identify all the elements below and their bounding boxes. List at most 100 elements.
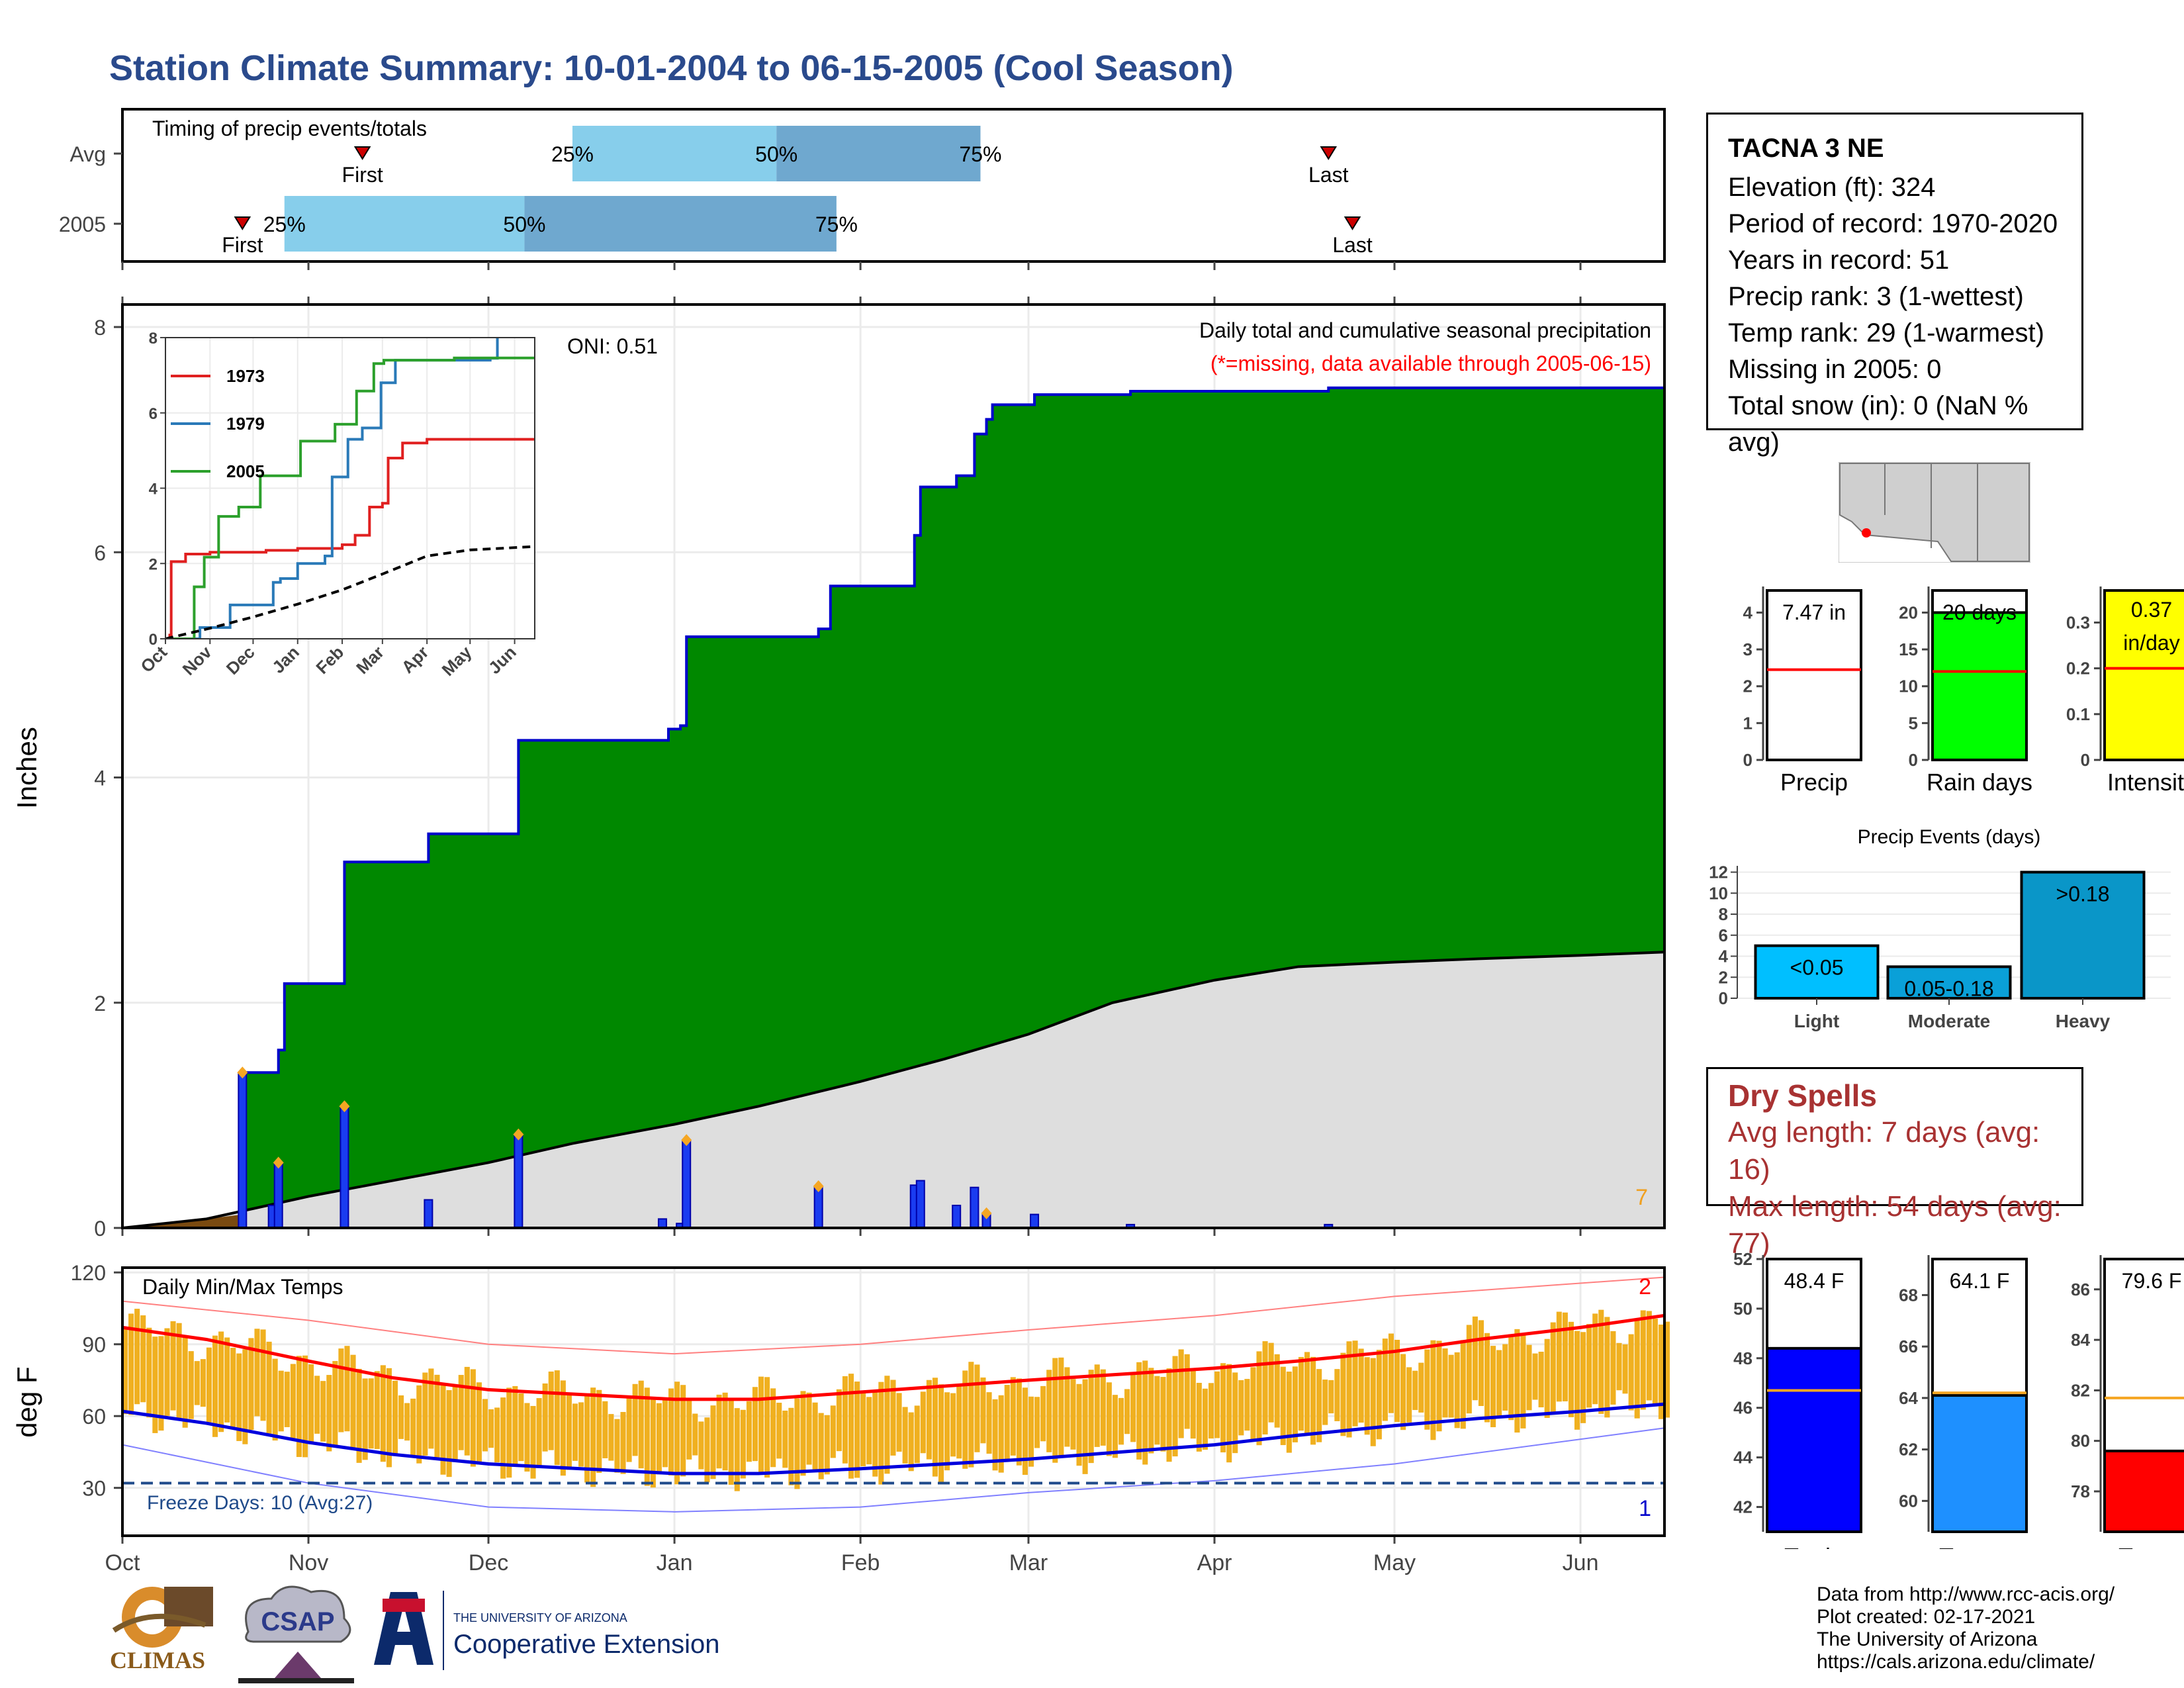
temp-day-bar-215 bbox=[1412, 1370, 1418, 1411]
temp-day-bar-67 bbox=[524, 1403, 530, 1472]
daily-precip-bar-6 bbox=[657, 1218, 667, 1229]
temp-day-bar-27 bbox=[284, 1372, 290, 1427]
temp-day-bar-234 bbox=[1526, 1344, 1532, 1411]
temp-day-bar-4 bbox=[146, 1327, 152, 1418]
temp-day-bar-143 bbox=[980, 1377, 986, 1444]
temp-day-bar-244 bbox=[1586, 1324, 1592, 1408]
cumulative-2005-line bbox=[122, 386, 1666, 1229]
temp-day-bar-90 bbox=[662, 1398, 668, 1468]
temp-day-bar-226 bbox=[1478, 1320, 1484, 1406]
temp-day-bar-189 bbox=[1256, 1351, 1262, 1446]
summary-bar-sum-temp-svg-0 bbox=[1766, 1346, 1862, 1533]
events-ytick-label-1: 2 bbox=[1719, 967, 1728, 987]
temps-frame bbox=[121, 1266, 1666, 1537]
summary-ytick-label-sum-precip-svg-2-0: 0 bbox=[2081, 750, 2090, 770]
temp-day-bar-233 bbox=[1520, 1333, 1526, 1429]
temp-day-bar-95 bbox=[692, 1413, 698, 1456]
temp-day-bar-124 bbox=[866, 1397, 872, 1465]
temp-day-bar-8 bbox=[170, 1321, 176, 1411]
temp-day-bar-241 bbox=[1568, 1321, 1574, 1417]
inset-series-line-0 bbox=[165, 438, 535, 639]
temp-day-bar-162 bbox=[1094, 1364, 1100, 1447]
temp-day-bar-151 bbox=[1028, 1396, 1034, 1467]
temp-day-bar-148 bbox=[1010, 1377, 1016, 1456]
temp-day-bar-94 bbox=[686, 1398, 692, 1460]
temp-day-bar-71 bbox=[548, 1371, 554, 1450]
temp-day-bar-219 bbox=[1436, 1340, 1442, 1432]
temp-day-bar-57 bbox=[464, 1366, 470, 1456]
events-bar-label-1: 0.05-0.18 bbox=[1904, 976, 1993, 1000]
temp-day-bar-116 bbox=[818, 1413, 824, 1479]
temp-day-bar-102 bbox=[734, 1408, 740, 1491]
temp-day-bar-214 bbox=[1406, 1367, 1412, 1423]
temp-day-bar-192 bbox=[1274, 1354, 1280, 1428]
temp-day-bar-230 bbox=[1502, 1344, 1508, 1411]
temps-count-bottom: 1 bbox=[1639, 1496, 1651, 1521]
summary-ytick-label-sum-temp-svg-0-1: 44 bbox=[1733, 1448, 1752, 1468]
temp-day-bar-35 bbox=[332, 1361, 338, 1446]
temp-day-bar-2 bbox=[134, 1309, 140, 1405]
summary-ytick-label-sum-temp-svg-1-4: 68 bbox=[1899, 1285, 1918, 1305]
temp-day-bar-11 bbox=[188, 1351, 194, 1419]
temp-day-bar-92 bbox=[674, 1382, 680, 1485]
summary-category-label-sum-precip-svg-2: Intensity bbox=[2107, 769, 2184, 796]
temp-day-bar-149 bbox=[1016, 1378, 1022, 1466]
climas-logo-text: CLIMAS bbox=[110, 1647, 205, 1673]
temp-day-bar-159 bbox=[1076, 1383, 1082, 1466]
event-marker-1 bbox=[273, 1156, 284, 1169]
temp-day-bar-0 bbox=[122, 1327, 128, 1415]
temp-day-bar-127 bbox=[884, 1376, 890, 1474]
temp-day-bar-14 bbox=[206, 1347, 212, 1425]
temp-day-bar-105 bbox=[752, 1387, 758, 1462]
event-marker-5 bbox=[813, 1180, 824, 1193]
credit-plot-created: Plot created: 02-17-2021 bbox=[1817, 1606, 2036, 1628]
summary-ytick-label-sum-precip-svg-0-0: 0 bbox=[1743, 750, 1752, 770]
temp-day-bar-110 bbox=[782, 1410, 788, 1468]
temp-day-bar-238 bbox=[1550, 1322, 1556, 1414]
daily-precip-bar-15 bbox=[1030, 1213, 1040, 1229]
temp-day-bar-199 bbox=[1316, 1369, 1322, 1442]
temp-day-bar-130 bbox=[902, 1407, 908, 1464]
summary-category-label-sum-temp-svg-2: T-max bbox=[2118, 1543, 2184, 1549]
temp-day-bar-66 bbox=[518, 1393, 524, 1462]
daily-precip-bar-11 bbox=[915, 1180, 925, 1229]
temp-day-bar-80 bbox=[602, 1401, 608, 1458]
temp-day-bar-181 bbox=[1208, 1383, 1214, 1439]
summary-ytick-label-sum-precip-svg-1-0: 0 bbox=[1909, 750, 1918, 770]
temp-day-bar-187 bbox=[1244, 1379, 1250, 1431]
temp-day-bar-175 bbox=[1172, 1356, 1178, 1457]
temp-day-bar-23 bbox=[260, 1329, 266, 1421]
temp-day-bar-79 bbox=[596, 1389, 602, 1474]
daily-precip-bar-9 bbox=[813, 1186, 823, 1229]
events-bar-2 bbox=[2020, 870, 2146, 1000]
temp-day-bar-68 bbox=[530, 1405, 536, 1479]
temp-day-bar-177 bbox=[1184, 1354, 1190, 1429]
temp-day-bar-155 bbox=[1052, 1358, 1058, 1463]
events-category-2: Heavy bbox=[2056, 1011, 2111, 1031]
station-info-box: TACNA 3 NE Elevation (ft): 324 Period of… bbox=[1706, 113, 2083, 457]
events-ytick-label-2: 4 bbox=[1719, 947, 1729, 966]
temps-xtick-label-8: Jun bbox=[1563, 1550, 1599, 1575]
temp-day-bar-141 bbox=[968, 1362, 974, 1468]
temp-day-bar-144 bbox=[986, 1392, 992, 1454]
temp-day-bar-250 bbox=[1622, 1344, 1628, 1394]
temp-day-bar-15 bbox=[212, 1335, 218, 1437]
events-category-1: Moderate bbox=[1908, 1011, 1990, 1031]
precip-areas bbox=[122, 386, 1666, 1229]
event-marker-3 bbox=[513, 1128, 524, 1141]
temp-day-bar-142 bbox=[974, 1364, 980, 1452]
temp-day-bar-205 bbox=[1352, 1340, 1358, 1427]
inset-legend-label-0: 1973 bbox=[226, 366, 265, 386]
timing-bar-q50-q75-1 bbox=[524, 196, 837, 252]
summary-ytick-label-sum-precip-svg-0-3: 3 bbox=[1743, 639, 1752, 659]
temp-day-bar-218 bbox=[1430, 1340, 1436, 1440]
temp-day-bar-167 bbox=[1124, 1389, 1130, 1434]
event-marker-4 bbox=[681, 1134, 692, 1147]
station-years: Years in record: 51 bbox=[1728, 246, 1950, 275]
temp-day-bar-208 bbox=[1370, 1358, 1376, 1446]
temp-day-bar-37 bbox=[344, 1346, 350, 1432]
temp-day-bar-239 bbox=[1556, 1311, 1562, 1402]
temp-day-bar-89 bbox=[656, 1403, 662, 1475]
summary-bar-sum-precip-svg-2 bbox=[2103, 589, 2184, 761]
summary-value-label-sum-precip-svg-1: 20 days bbox=[1942, 600, 2017, 624]
